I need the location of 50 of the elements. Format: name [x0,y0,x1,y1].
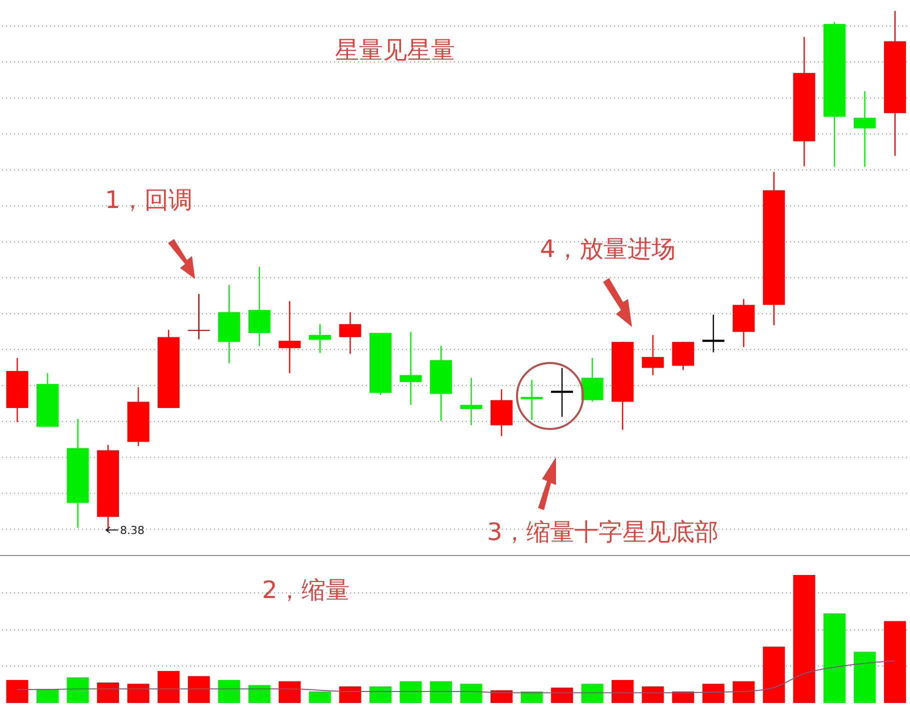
annotation: 2，缩量 [262,576,350,604]
bar [188,676,210,703]
candlestick [460,377,482,426]
bar [430,681,452,703]
bar [884,621,906,703]
annotation: 8.38 [120,524,144,537]
bar [369,686,392,703]
bar [520,691,543,703]
bar [6,680,28,703]
bar [339,686,362,703]
candlestick [188,293,210,340]
bar [854,652,876,703]
bar [702,684,724,703]
candlestick [520,379,543,421]
candlestick [642,334,664,376]
candlestick [400,331,422,406]
bar [793,575,816,703]
bar [248,685,270,703]
bar [400,681,422,703]
bar [642,686,664,703]
bar [278,681,301,703]
bar [127,684,150,703]
bar [158,671,180,703]
bar [36,688,59,703]
candlestick [248,266,270,347]
bar [218,680,240,703]
candlestick [702,314,724,353]
bar [551,688,574,703]
bar [762,646,785,703]
bar [823,613,846,703]
bar [460,684,482,703]
candlestick [581,357,604,402]
bar [612,680,634,703]
bar [66,677,89,703]
bar [490,690,513,703]
bar [97,682,120,703]
candlestick [672,341,694,371]
bar [672,691,694,703]
candlestick [308,324,331,354]
annotation: 4，放量进场 [540,235,676,263]
bar [581,684,604,703]
annotation: 1，回调 [105,186,192,214]
annotation: 3，缩量十字星见底部 [487,518,718,546]
candlestick [278,300,301,374]
bar [308,691,331,703]
bar [732,681,755,703]
candlestick [551,367,574,418]
candlestick [854,90,876,168]
text: 星量见星量 [335,36,455,64]
candlestick [339,312,362,354]
